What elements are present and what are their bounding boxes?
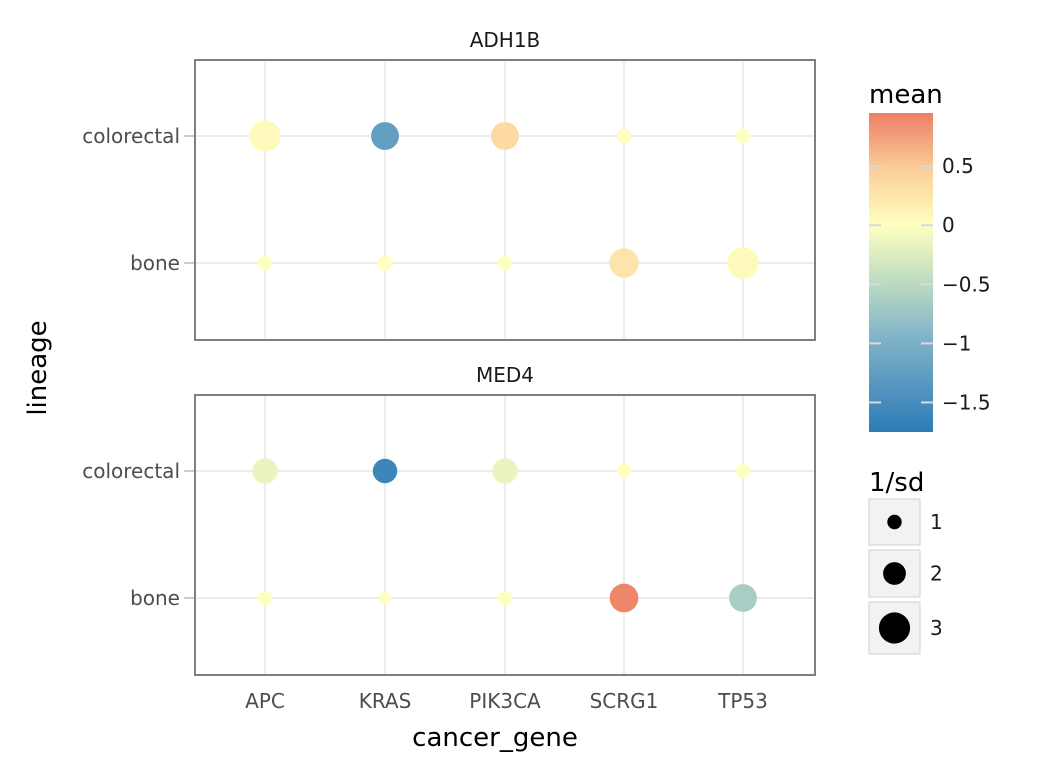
data-point (616, 463, 632, 479)
color-legend-label: −0.5 (942, 272, 991, 296)
data-point (252, 458, 278, 484)
data-point (377, 255, 393, 271)
data-point (497, 255, 513, 271)
y-axis-title: lineage (23, 320, 53, 415)
data-point (491, 122, 519, 150)
color-legend-label: −1 (942, 331, 971, 355)
data-point (371, 122, 399, 150)
size-legend-title: 1/sd (869, 468, 924, 498)
data-point (379, 592, 391, 604)
x-axis-title: cancer_gene (412, 723, 578, 753)
size-legend-label: 1 (930, 510, 943, 534)
x-tick-label: PIK3CA (469, 689, 541, 713)
x-tick-label: APC (245, 689, 285, 713)
color-legend-label: 0.5 (942, 154, 974, 178)
data-point (735, 128, 751, 144)
size-legend-dot (878, 612, 911, 644)
size-legend-label: 3 (930, 616, 943, 640)
facet-title-adh1b: ADH1B (470, 28, 541, 52)
data-point (497, 590, 513, 606)
y-tick-label: colorectal (82, 124, 180, 148)
data-point (609, 583, 639, 613)
data-point (729, 584, 757, 612)
facet-panel: bone colorectal (82, 394, 816, 676)
color-legend-bar (869, 113, 933, 432)
size-legend-label: 2 (930, 562, 943, 586)
panel-border (194, 394, 816, 676)
data-point (727, 247, 759, 279)
data-point (616, 128, 632, 144)
data-point (257, 255, 273, 271)
x-tick-label: KRAS (359, 689, 412, 713)
facet-panel: bone colorectal (82, 59, 816, 341)
y-tick-label: colorectal (82, 459, 180, 483)
panel-border (194, 59, 816, 341)
x-tick-label: TP53 (717, 689, 768, 713)
color-legend-title: mean (869, 80, 943, 110)
data-point (249, 120, 281, 152)
data-point (609, 248, 639, 278)
color-legend-label: 0 (942, 213, 955, 237)
data-point (372, 458, 398, 484)
y-tick-label: bone (130, 586, 180, 610)
size-legend-dot (887, 514, 902, 530)
color-legend-label: −1.5 (942, 390, 991, 414)
size-legend-dot (883, 562, 906, 585)
y-tick-label: bone (130, 251, 180, 275)
data-point (492, 458, 518, 484)
data-point (257, 590, 273, 606)
x-tick-label: SCRG1 (590, 689, 659, 713)
data-point (735, 463, 751, 479)
facet-title-med4: MED4 (476, 363, 534, 387)
